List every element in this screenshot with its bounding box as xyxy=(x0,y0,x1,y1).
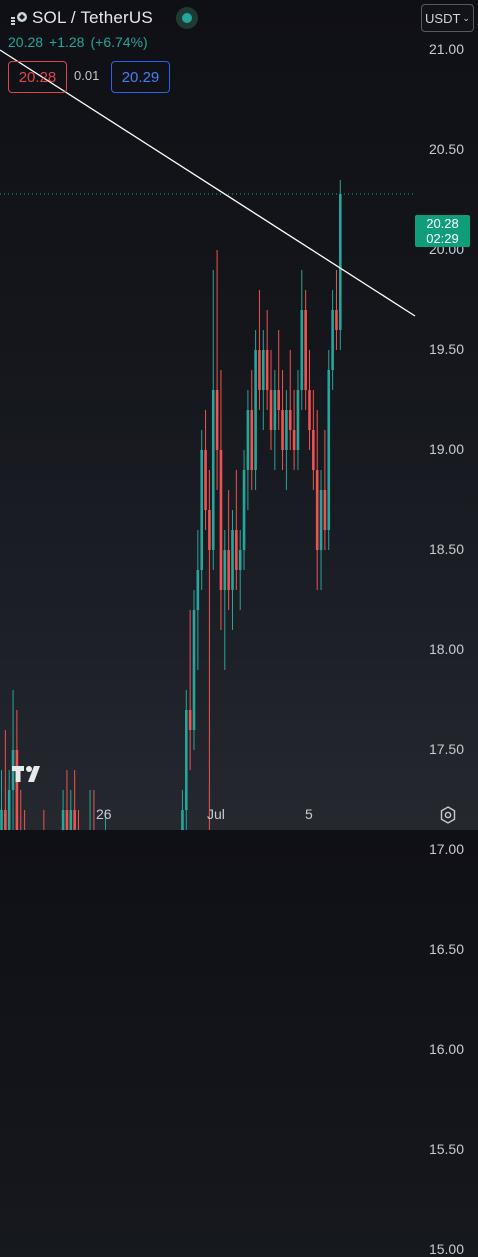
candle xyxy=(227,490,230,610)
candle xyxy=(0,770,3,830)
symbol-header[interactable]: SOL / TetherUS xyxy=(10,6,153,30)
candle xyxy=(196,530,200,670)
candle xyxy=(308,350,311,450)
candle xyxy=(327,350,331,550)
candle xyxy=(277,330,280,430)
candle xyxy=(331,290,334,390)
candle xyxy=(89,790,91,830)
candle xyxy=(285,390,288,490)
candle xyxy=(104,810,106,830)
candle xyxy=(7,770,11,830)
candle xyxy=(211,270,215,570)
price-axis-label: 18.50 xyxy=(428,541,464,557)
price-summary: 20.28 +1.28 (+6.74%) xyxy=(8,34,154,50)
candle xyxy=(273,370,277,470)
current-price-label: 20.28 xyxy=(426,216,459,231)
candle xyxy=(181,790,184,830)
candle xyxy=(235,470,238,590)
price-axis-label: 15.00 xyxy=(428,1241,464,1257)
price-axis-label: 17.50 xyxy=(428,741,464,757)
price-axis-label: 19.00 xyxy=(428,441,464,457)
candle xyxy=(20,790,22,830)
last-price: 20.28 xyxy=(8,34,44,50)
candle xyxy=(93,790,95,830)
candle xyxy=(73,770,76,830)
candle xyxy=(208,470,211,830)
candle xyxy=(223,530,227,670)
candle xyxy=(323,430,327,550)
spread-value: 0.01 xyxy=(74,68,100,83)
candle xyxy=(246,390,250,510)
price-axis-label: 21.00 xyxy=(428,41,464,57)
symbol-title[interactable]: SOL / TetherUS xyxy=(32,8,153,27)
candle xyxy=(339,180,342,350)
chart-settings-icon[interactable] xyxy=(438,805,458,825)
price-axis-label: 19.50 xyxy=(428,341,464,357)
market-open-indicator xyxy=(176,7,198,29)
bar-countdown: 02:29 xyxy=(426,231,459,246)
candle xyxy=(204,410,207,530)
sell-button[interactable]: 20.28 xyxy=(8,61,67,93)
candle xyxy=(281,370,284,470)
candle xyxy=(65,770,69,830)
candle xyxy=(69,790,73,830)
candle xyxy=(265,310,269,410)
candle xyxy=(200,430,203,590)
current-price-tag: 20.28 02:29 xyxy=(415,215,470,247)
time-label-5: 5 xyxy=(305,806,313,822)
candle xyxy=(319,470,323,590)
candle xyxy=(43,810,45,830)
price-chart[interactable] xyxy=(0,0,478,830)
candle xyxy=(296,370,300,470)
price-axis-label: 17.00 xyxy=(428,841,464,857)
candle xyxy=(215,250,219,490)
candle xyxy=(238,530,242,610)
time-label-jul: Jul xyxy=(207,806,225,822)
candle xyxy=(24,810,26,830)
tradingview-logo-icon[interactable] xyxy=(10,764,46,784)
trend-line[interactable] xyxy=(0,49,416,317)
candle xyxy=(315,410,319,590)
buy-button[interactable]: 20.29 xyxy=(111,61,170,93)
candle xyxy=(78,810,79,830)
candle xyxy=(288,350,292,450)
candle xyxy=(250,370,254,490)
candle xyxy=(4,730,7,830)
time-label-26: 26 xyxy=(96,806,112,822)
candle xyxy=(219,370,223,630)
candle xyxy=(269,350,273,450)
candle xyxy=(304,290,307,410)
chevron-down-icon: ⌄ xyxy=(462,12,470,23)
candle xyxy=(188,610,192,770)
candle xyxy=(231,510,234,630)
price-axis-label: 16.50 xyxy=(428,941,464,957)
price-axis-label: 20.50 xyxy=(428,141,464,157)
price-axis-label: 18.00 xyxy=(428,641,464,657)
candle xyxy=(242,450,246,570)
price-axis-label: 15.50 xyxy=(428,1141,464,1157)
price-change-percent: (+6.74%) xyxy=(90,34,148,50)
currency-select[interactable]: USDT ⌄ xyxy=(421,4,474,32)
candle xyxy=(300,270,304,410)
candle xyxy=(192,590,196,750)
price-change: +1.28 xyxy=(49,34,85,50)
candle xyxy=(185,690,188,830)
candle xyxy=(312,390,315,490)
price-axis-label: 16.00 xyxy=(428,1041,464,1057)
candle xyxy=(262,330,265,430)
candle xyxy=(61,790,65,830)
candle xyxy=(254,330,257,490)
candle xyxy=(292,390,296,470)
candle xyxy=(11,690,15,830)
candle xyxy=(258,290,261,410)
candle xyxy=(335,270,338,350)
currency-label: USDT xyxy=(425,10,461,26)
symbol-list-icon[interactable] xyxy=(10,9,28,27)
